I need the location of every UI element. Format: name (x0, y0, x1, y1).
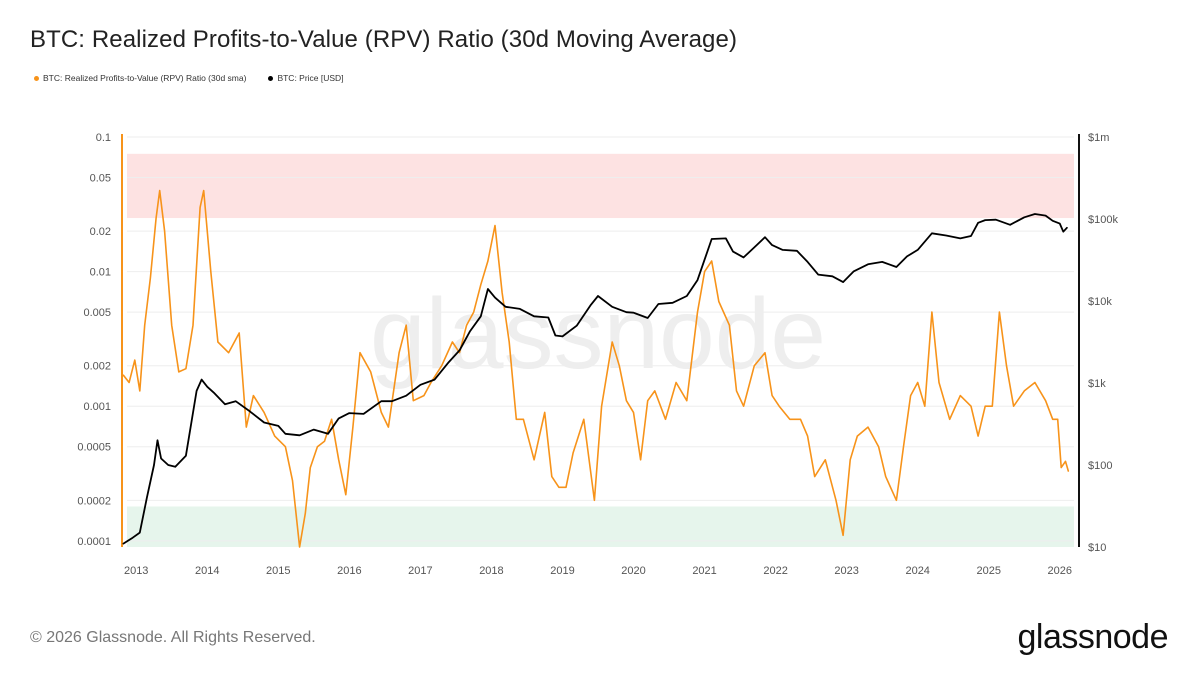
y-left-tick-label: 0.02 (90, 226, 111, 238)
x-tick-label: 2017 (408, 565, 432, 577)
legend-item-rpv[interactable]: BTC: Realized Profits-to-Value (RPV) Rat… (34, 73, 246, 83)
legend-item-price[interactable]: BTC: Price [USD] (268, 73, 344, 83)
x-tick-label: 2014 (195, 565, 219, 577)
series-line-price (122, 213, 1068, 545)
y-right-tick-label: $10k (1088, 296, 1112, 308)
legend: BTC: Realized Profits-to-Value (RPV) Rat… (34, 73, 344, 83)
x-tick-label: 2022 (763, 565, 787, 577)
series-line-rpv (122, 189, 1070, 548)
y-left-tick-label: 0.1 (96, 132, 111, 144)
x-tick-label: 2019 (550, 565, 574, 577)
x-tick-label: 2020 (621, 565, 645, 577)
x-tick-label: 2018 (479, 565, 503, 577)
legend-dot-price (268, 75, 274, 81)
y-left-tick-label: 0.05 (90, 173, 111, 185)
band-upper (127, 153, 1074, 219)
y-right-tick-label: $10 (1088, 542, 1106, 554)
legend-label-price: BTC: Price [USD] (277, 73, 344, 83)
x-tick-label: 2015 (266, 565, 290, 577)
y-left-tick-label: 0.0002 (77, 495, 111, 507)
x-tick-label: 2023 (834, 565, 858, 577)
watermark: glassnode (370, 278, 826, 390)
band-lower (127, 506, 1074, 547)
y-right-tick-label: $1k (1088, 378, 1106, 390)
x-tick-label: 2013 (124, 565, 148, 577)
copyright-text: © 2026 Glassnode. All Rights Reserved. (30, 629, 316, 646)
y-left-tick-label: 0.0005 (77, 442, 111, 454)
legend-label-rpv: BTC: Realized Profits-to-Value (RPV) Rat… (43, 73, 247, 83)
y-left-tick-label: 0.005 (83, 307, 111, 319)
x-tick-label: 2021 (692, 565, 716, 577)
x-tick-label: 2025 (977, 565, 1001, 577)
x-tick-label: 2016 (337, 565, 361, 577)
y-left-tick-label: 0.002 (83, 361, 111, 373)
y-left-tick-label: 0.0001 (77, 536, 111, 548)
x-tick-label: 2026 (1048, 565, 1072, 577)
chart-title: BTC: Realized Profits-to-Value (RPV) Rat… (30, 26, 738, 53)
y-left-tick-label: 0.01 (90, 267, 111, 279)
y-right-tick-label: $1m (1088, 132, 1109, 144)
glassnode-logo: glassnode (1017, 618, 1168, 656)
legend-dot-rpv (34, 75, 39, 81)
x-tick-label: 2024 (905, 565, 929, 577)
y-right-tick-label: $100 (1088, 460, 1112, 472)
y-left-tick-label: 0.001 (83, 401, 111, 413)
y-right-tick-label: $100k (1088, 214, 1118, 226)
